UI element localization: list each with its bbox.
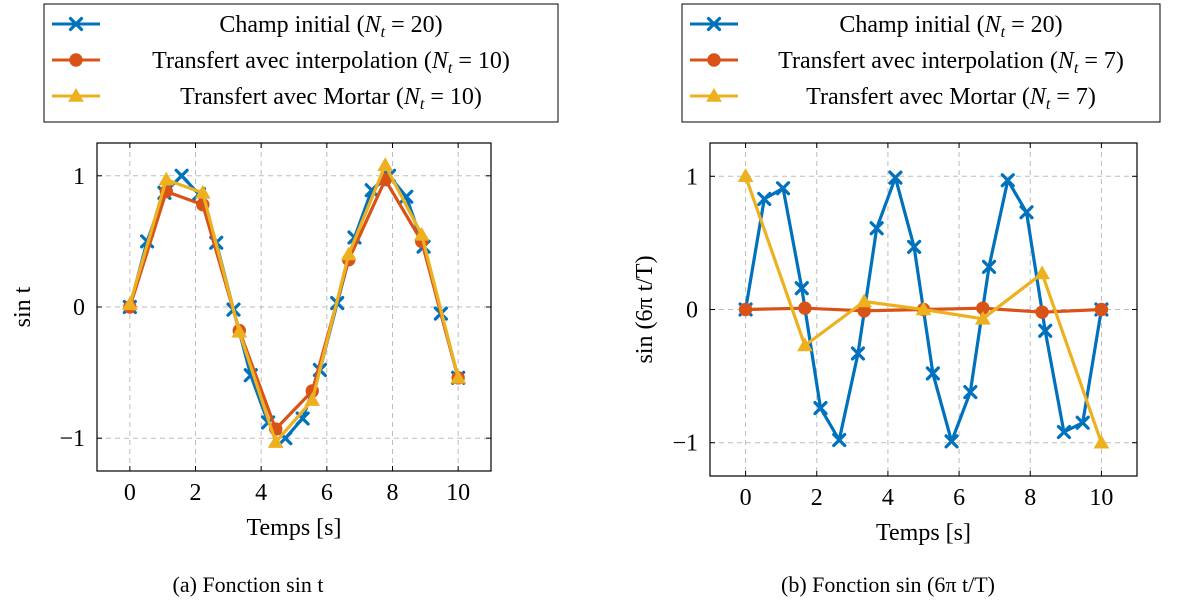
x-axis-label: Temps [s] xyxy=(876,520,971,546)
data-point xyxy=(856,293,873,308)
x-axis-label: Temps [s] xyxy=(247,515,342,541)
data-point xyxy=(737,168,754,183)
data-point xyxy=(907,239,922,254)
data-point xyxy=(158,171,175,186)
x-tick-label: 6 xyxy=(321,480,333,506)
data-point xyxy=(738,302,753,317)
legend-label: Transfert avec interpolation (Nt = 10) xyxy=(152,48,510,77)
series xyxy=(121,157,467,448)
x-tick-label: 8 xyxy=(387,480,399,506)
data-point xyxy=(1019,205,1034,220)
data-point xyxy=(832,432,847,448)
legend-item: Transfert avec Mortar (Nt = 10) xyxy=(52,84,482,113)
legend-marker xyxy=(706,16,722,32)
x-tick-label: 6 xyxy=(953,485,965,511)
data-point xyxy=(794,281,809,296)
x-tick-label: 2 xyxy=(190,480,202,506)
x-tick-label: 0 xyxy=(740,485,752,511)
data-point xyxy=(1038,323,1053,338)
data-point xyxy=(377,157,394,172)
data-point xyxy=(915,301,932,316)
legend-box xyxy=(43,3,559,123)
panel-a: Champ initial (Nt = 20) Transfert avec in… xyxy=(10,3,559,597)
y-tick-label: 0 xyxy=(73,295,85,321)
y-axis-label: sin t xyxy=(10,286,36,327)
x-tick-label: 4 xyxy=(255,480,267,506)
legend-item: Champ initial (Nt = 20) xyxy=(690,12,1063,41)
data-point xyxy=(981,259,997,274)
x-tick-label: 10 xyxy=(1089,485,1113,511)
data-point xyxy=(231,323,248,338)
panel-b: Champ initial (Nt = 20) Transfert avec in… xyxy=(632,3,1161,597)
legend-item: Transfert avec interpolation (Nt = 10) xyxy=(52,48,510,77)
legend-label: Transfert avec Mortar (Nt = 7) xyxy=(806,84,1096,113)
y-tick-label: −1 xyxy=(672,431,698,457)
legend-label: Champ initial (Nt = 20) xyxy=(219,12,442,41)
x-tick-label: 2 xyxy=(811,485,823,511)
legend: Champ initial (Nt = 20) Transfert avec in… xyxy=(681,3,1161,123)
legend-item: Transfert avec Mortar (Nt = 7) xyxy=(690,84,1096,113)
y-tick-label: 1 xyxy=(686,164,698,190)
figure-caption: (b) Fonction sin (6π t/T) xyxy=(781,572,995,597)
data-point xyxy=(850,346,866,361)
data-point xyxy=(1094,302,1109,317)
data-point xyxy=(1000,173,1015,188)
legend-label: Champ initial (Nt = 20) xyxy=(839,12,1062,41)
data-point xyxy=(797,337,813,352)
data-point xyxy=(757,191,772,207)
data-point xyxy=(1034,265,1050,280)
data-point xyxy=(925,366,940,381)
axes: 0 2 4 6 8 10 −1 0 1 xyxy=(672,143,1137,511)
legend-marker xyxy=(68,16,84,32)
data-point xyxy=(1056,424,1072,440)
y-axis-label: sin (6π t/T) xyxy=(632,255,658,363)
legend-marker xyxy=(69,53,83,67)
legend-marker xyxy=(707,53,721,67)
legend-label: Transfert avec interpolation (Nt = 7) xyxy=(778,48,1124,77)
data-point xyxy=(340,246,357,261)
data-point xyxy=(888,170,903,185)
x-tick-label: 0 xyxy=(124,480,136,506)
data-point xyxy=(121,296,138,311)
data-point xyxy=(1035,305,1049,319)
data-point xyxy=(944,434,959,449)
data-point xyxy=(813,400,828,416)
data-point xyxy=(194,184,211,199)
legend: Champ initial (Nt = 20) Transfert avec in… xyxy=(43,3,559,123)
y-tick-label: 0 xyxy=(686,298,698,324)
data-point xyxy=(798,301,812,315)
figure-caption: (a) Fonction sin t xyxy=(173,572,324,597)
data-point xyxy=(775,181,791,196)
data-point xyxy=(450,369,467,384)
y-tick-label: 1 xyxy=(73,164,85,190)
data-point xyxy=(963,384,978,400)
x-tick-label: 10 xyxy=(446,480,470,506)
legend-box xyxy=(681,3,1161,123)
x-tick-label: 8 xyxy=(1024,485,1036,511)
axes: 0 2 4 6 8 10 −1 0 1 xyxy=(59,143,491,506)
y-tick-label: −1 xyxy=(59,426,85,452)
data-point xyxy=(267,434,284,448)
legend-marker xyxy=(68,87,84,102)
data-point xyxy=(1093,434,1110,449)
series-line xyxy=(128,178,460,431)
data-point xyxy=(304,392,321,406)
data-point xyxy=(413,226,430,241)
legend-item: Transfert avec interpolation (Nt = 7) xyxy=(690,48,1124,77)
legend-label: Transfert avec Mortar (Nt = 10) xyxy=(180,84,482,113)
series-line xyxy=(128,163,460,444)
data-point xyxy=(1075,415,1090,430)
legend-marker xyxy=(706,87,722,102)
legend-item: Champ initial (Nt = 20) xyxy=(52,12,443,41)
data-point xyxy=(869,221,884,236)
x-tick-label: 4 xyxy=(882,485,894,511)
data-point xyxy=(174,168,189,183)
series xyxy=(737,168,1110,449)
data-point xyxy=(974,310,991,325)
